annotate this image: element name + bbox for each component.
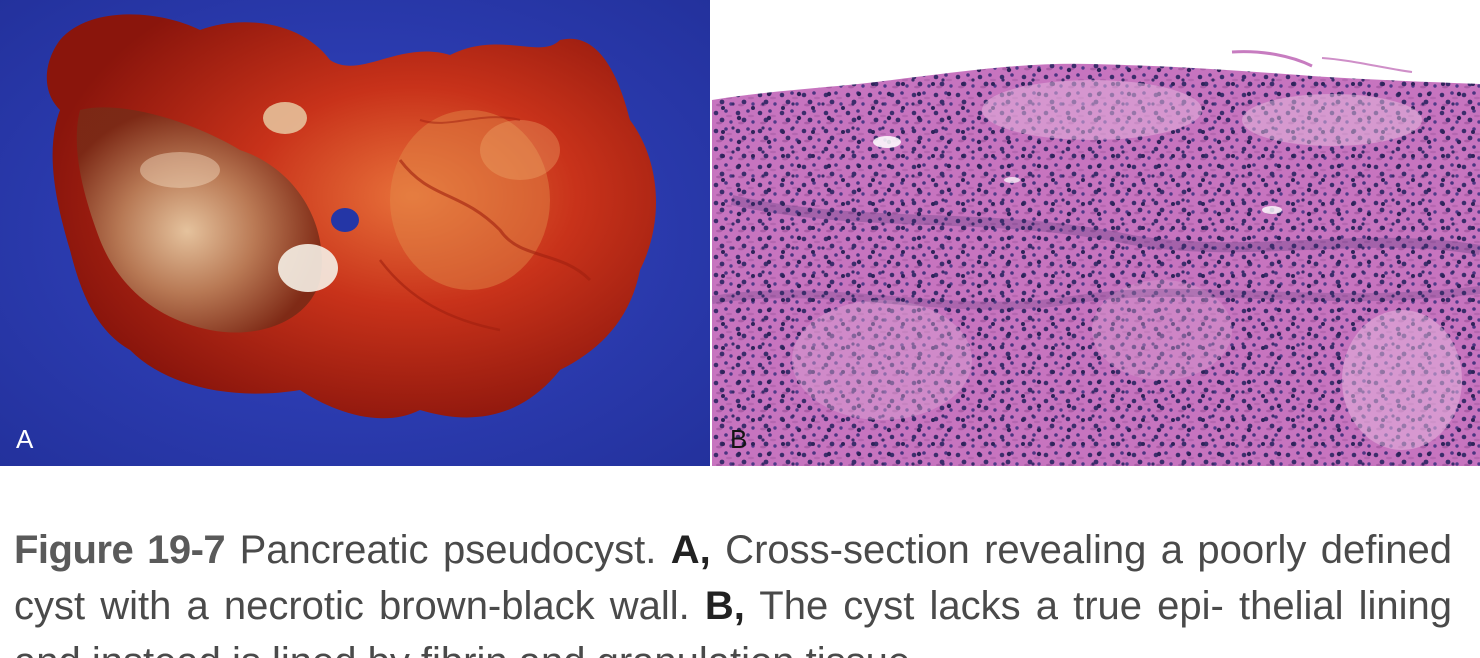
figure-label: Figure 19-7 <box>14 528 226 572</box>
figure-caption: Figure 19-7 Pancreatic pseudocyst. A, Cr… <box>14 522 1452 658</box>
caption-part-b-label: B, <box>704 584 745 628</box>
caption-lead: Pancreatic pseudocyst. <box>225 528 671 572</box>
panel-a-letter: A <box>16 424 34 454</box>
caption-part-a-label: A, <box>670 528 711 572</box>
histology-image <box>712 0 1480 466</box>
caption-part-b-text: The cyst lacks a true epi- thelial linin… <box>14 584 1452 658</box>
panel-a-gross-photo: A <box>0 0 710 466</box>
caption-part-a-text: Cross-section revealing a poorly defined… <box>14 528 1453 628</box>
panel-b-letter: B <box>730 424 748 454</box>
panel-b-histology-micrograph: B <box>712 0 1480 466</box>
figure-panels: A <box>0 0 1480 466</box>
gross-specimen-image <box>0 0 710 466</box>
